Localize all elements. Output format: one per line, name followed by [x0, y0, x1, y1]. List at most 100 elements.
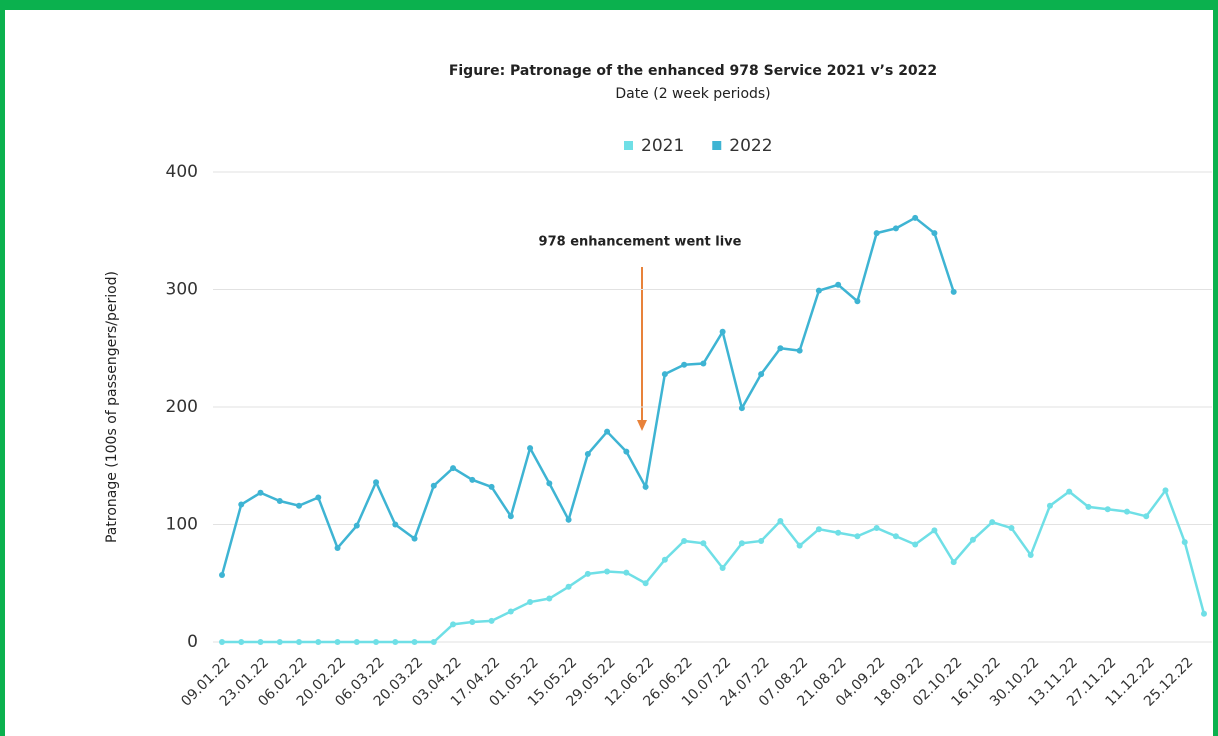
- data-point: [1143, 513, 1150, 520]
- data-point: [1085, 503, 1092, 510]
- data-point: [353, 522, 360, 529]
- data-point: [257, 639, 264, 645]
- legend-label: 2021: [641, 136, 684, 156]
- data-point: [315, 639, 322, 645]
- data-point: [1123, 508, 1130, 515]
- data-point: [758, 371, 765, 378]
- data-point: [219, 639, 225, 645]
- data-point: [854, 533, 861, 540]
- data-point: [950, 559, 957, 566]
- data-point: [276, 639, 283, 645]
- y-tick-label: 100: [166, 515, 198, 535]
- data-point: [450, 465, 457, 472]
- y-axis-label: Patronage (100s of passengers/period): [104, 271, 120, 543]
- y-tick-label: 400: [166, 162, 198, 182]
- y-tick-label: 300: [166, 280, 198, 300]
- chart-subtitle: Date (2 week periods): [615, 86, 770, 102]
- data-point: [738, 405, 745, 412]
- chart-title: Figure: Patronage of the enhanced 978 Se…: [449, 63, 937, 79]
- data-point: [815, 526, 822, 533]
- data-point: [219, 572, 225, 579]
- data-point: [392, 521, 399, 528]
- data-point: [1181, 539, 1188, 546]
- series-line: [220, 216, 955, 576]
- data-point: [334, 545, 341, 551]
- data-point: [604, 568, 611, 575]
- data-point: [565, 583, 572, 590]
- data-point: [873, 230, 880, 237]
- y-tick-label: 200: [166, 397, 198, 417]
- data-point: [912, 214, 919, 221]
- data-point: [681, 537, 688, 544]
- data-point: [527, 445, 534, 452]
- data-point: [661, 556, 668, 563]
- data-point: [411, 639, 418, 645]
- data-point: [912, 541, 919, 548]
- data-point: [950, 288, 957, 295]
- data-point: [623, 569, 630, 576]
- data-point: [584, 451, 591, 457]
- data-point: [815, 287, 822, 294]
- data-point: [642, 483, 649, 490]
- data-point: [430, 482, 437, 489]
- data-point: [661, 371, 668, 378]
- data-point: [1008, 525, 1015, 532]
- data-point: [873, 525, 880, 532]
- data-point: [700, 360, 707, 367]
- data-point: [276, 498, 283, 504]
- data-point: [969, 536, 976, 543]
- data-point: [450, 621, 457, 628]
- data-point: [738, 540, 745, 547]
- data-point: [604, 428, 611, 435]
- data-point: [469, 619, 476, 626]
- data-point: [373, 479, 380, 486]
- data-point: [1046, 502, 1053, 509]
- data-point: [700, 540, 707, 547]
- data-point: [623, 448, 630, 455]
- data-point: [835, 529, 842, 536]
- data-point: [1104, 506, 1111, 513]
- data-point: [989, 519, 996, 526]
- data-point: [430, 639, 437, 645]
- data-point: [1162, 487, 1169, 494]
- data-point: [835, 281, 842, 288]
- data-point: [257, 489, 264, 496]
- data-point: [546, 480, 553, 487]
- series-line: [222, 487, 1206, 644]
- data-point: [488, 617, 495, 624]
- data-point: [238, 501, 245, 508]
- data-point: [1066, 488, 1073, 495]
- data-point: [892, 533, 899, 540]
- annotation-arrowhead: [637, 420, 647, 431]
- data-point: [507, 513, 514, 520]
- data-point: [854, 298, 861, 305]
- data-point: [777, 517, 784, 524]
- data-point: [296, 502, 303, 509]
- data-point: [315, 494, 322, 501]
- data-point: [469, 476, 476, 483]
- data-point: [565, 516, 572, 523]
- data-point: [681, 361, 688, 368]
- data-point: [411, 535, 418, 542]
- data-point: [373, 639, 380, 645]
- annotation: 978 enhancement went live: [539, 235, 742, 250]
- legend-swatch: [624, 141, 633, 150]
- data-point: [719, 328, 726, 335]
- data-point: [296, 639, 303, 645]
- data-point: [488, 483, 495, 490]
- data-point: [353, 639, 360, 645]
- data-point: [334, 639, 341, 645]
- data-point: [527, 599, 534, 606]
- data-point: [546, 595, 553, 602]
- data-point: [642, 580, 649, 587]
- data-point: [584, 570, 591, 577]
- legend-label: 2022: [729, 136, 772, 156]
- data-point: [758, 537, 765, 544]
- data-point: [931, 230, 938, 237]
- y-tick-label: 0: [187, 632, 198, 652]
- data-point: [238, 639, 245, 645]
- legend-swatch: [712, 141, 722, 150]
- data-point: [1201, 610, 1207, 617]
